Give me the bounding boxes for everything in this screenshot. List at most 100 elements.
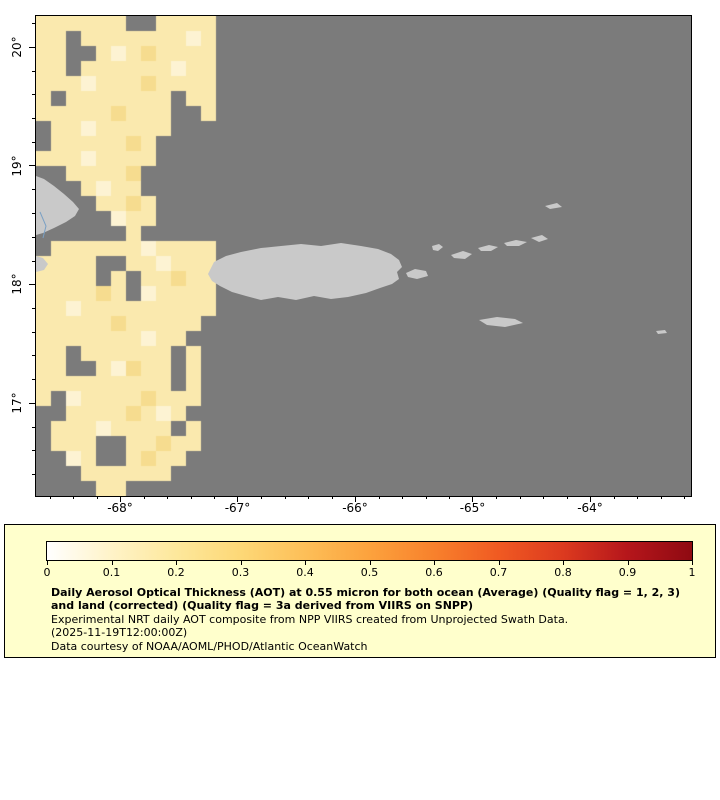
lon-major-tick (237, 496, 238, 502)
lat-major-tick (29, 283, 35, 285)
lat-major-tick (29, 46, 35, 48)
colorbar-tick-label: 0.1 (102, 566, 121, 579)
st-john-island (478, 245, 498, 251)
colorbar-tick-label: 0.6 (425, 566, 443, 579)
lat-minor-tick (32, 308, 35, 310)
colorbar-tick (627, 561, 629, 565)
lon-minor-tick (684, 496, 685, 499)
colorbar-tick (563, 561, 564, 565)
colorbar (46, 541, 693, 561)
puerto-rico (208, 243, 402, 300)
lon-minor-tick (637, 496, 638, 499)
lon-minor-tick (214, 496, 215, 499)
lon-minor-tick (519, 496, 521, 499)
lon-major-tick (589, 496, 591, 502)
legend-text-block: Daily Aerosol Optical Thickness (AOT) at… (51, 586, 693, 653)
lon-minor-tick (613, 496, 615, 499)
lon-tick-label: -64° (577, 501, 603, 515)
lon-tick-label: -68° (107, 501, 133, 515)
colorbar-tick-label: 0.9 (618, 566, 637, 579)
lat-minor-tick (32, 331, 35, 333)
lon-tick-label: -67° (224, 501, 251, 515)
lat-tick-label: 17° (10, 392, 24, 414)
lat-minor-tick (32, 260, 35, 262)
saona-island (36, 256, 48, 272)
lat-tick-label: 19° (10, 155, 24, 177)
lat-tick-label: 18° (10, 273, 24, 295)
lat-major-tick (29, 402, 35, 404)
st-thomas-island (451, 251, 472, 259)
lon-minor-tick (190, 496, 192, 499)
lat-minor-tick (32, 355, 35, 357)
lon-minor-tick (402, 496, 403, 499)
lon-minor-tick (308, 496, 309, 499)
lon-minor-tick (143, 496, 145, 499)
colorbar-tick-label: 1 (688, 566, 696, 579)
lon-minor-tick (496, 496, 497, 499)
lat-minor-tick (32, 426, 35, 428)
colorbar-tick-label: 0 (43, 566, 51, 579)
lat-minor-tick (32, 474, 35, 476)
land-layer (36, 176, 667, 334)
lat-minor-tick (32, 118, 35, 120)
lon-major-tick (472, 496, 473, 502)
colorbar-tick (498, 561, 500, 565)
lat-minor-tick (32, 23, 35, 25)
lon-minor-tick (167, 496, 168, 499)
colorbar-tick (305, 561, 306, 565)
lon-tick-label: -65° (459, 501, 486, 515)
lat-minor-tick (32, 379, 35, 381)
lat-major-tick (29, 165, 35, 167)
colorbar-tick (434, 561, 435, 565)
tortola-island (504, 240, 527, 246)
colorbar-tick (369, 561, 371, 565)
lon-minor-tick (425, 496, 427, 499)
lon-major-tick (119, 496, 121, 502)
virgin-gorda-island (531, 235, 548, 242)
legend-title: Daily Aerosol Optical Thickness (AOT) at… (51, 586, 680, 613)
colorbar-tick (111, 561, 113, 565)
lat-minor-tick (32, 236, 35, 238)
lon-minor-tick (660, 496, 662, 499)
lat-minor-tick (32, 213, 35, 215)
legend-courtesy: Data courtesy of NOAA/AOML/PHOD/Atlantic… (51, 639, 368, 653)
lat-minor-tick (32, 141, 35, 143)
lon-minor-tick (449, 496, 450, 499)
hispaniola-coast (36, 176, 79, 235)
colorbar-tick (47, 561, 48, 565)
lat-minor-tick (32, 450, 35, 452)
lon-minor-tick (73, 496, 74, 499)
lon-minor-tick (566, 496, 568, 499)
colorbar-tick-label: 0.8 (554, 566, 572, 579)
colorbar-tick-label: 0.5 (360, 566, 379, 579)
border-line (39, 211, 47, 239)
lon-minor-tick (96, 496, 98, 499)
lon-minor-tick (543, 496, 544, 499)
lon-minor-tick (49, 496, 51, 499)
colorbar-tick-label: 0.3 (231, 566, 250, 579)
lon-tick-label: -66° (342, 501, 368, 515)
legend-timestamp: (2025-11-19T12:00:00Z) (51, 626, 188, 640)
legend-description: Experimental NRT daily AOT composite fro… (51, 612, 569, 626)
st-croix-island (479, 317, 523, 327)
lon-minor-tick (378, 496, 380, 499)
map-area (35, 15, 692, 497)
lon-major-tick (354, 496, 356, 502)
colorbar-tick (692, 561, 693, 565)
anegada-island (545, 203, 562, 209)
lon-minor-tick (284, 496, 286, 499)
colorbar-tick-label: 0.2 (167, 566, 185, 579)
lon-minor-tick (261, 496, 262, 499)
colorbar-tick-label: 0.4 (296, 566, 314, 579)
lon-minor-tick (331, 496, 333, 499)
colorbar-tick-label: 0.7 (489, 566, 508, 579)
vieques-island (406, 269, 428, 279)
culebra-island (432, 244, 443, 251)
legend-panel: Daily Aerosol Optical Thickness (AOT) at… (4, 524, 716, 658)
lat-minor-tick (32, 94, 35, 96)
colorbar-tick (176, 561, 177, 565)
lat-minor-tick (32, 70, 35, 72)
anguilla-island (656, 330, 667, 334)
lat-minor-tick (32, 189, 35, 191)
